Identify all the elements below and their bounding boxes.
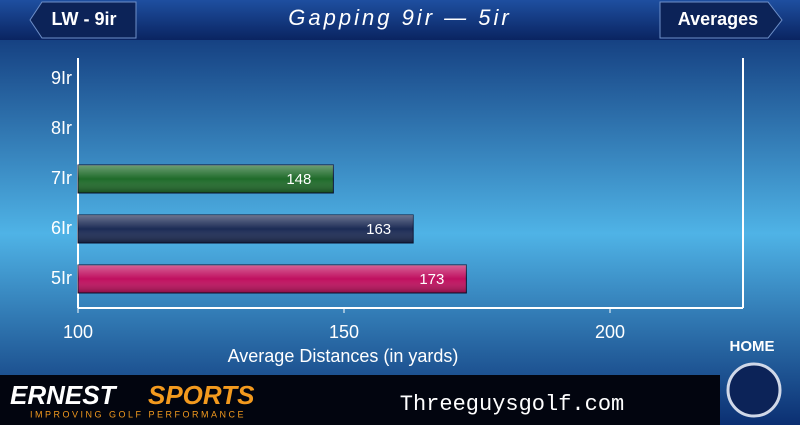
back-button[interactable]: LW - 9ir bbox=[51, 9, 116, 29]
home-button[interactable]: HOME bbox=[730, 338, 775, 355]
bar-shine bbox=[78, 165, 334, 193]
home-icon[interactable] bbox=[726, 362, 782, 418]
value-label: 148 bbox=[286, 171, 311, 188]
tagline: IMPROVING GOLF PERFORMANCE bbox=[30, 409, 246, 419]
bar-shine bbox=[78, 215, 414, 243]
value-label: 173 bbox=[419, 271, 444, 288]
x-tick-label: 150 bbox=[329, 322, 359, 342]
site: Threeguysgolf.com bbox=[400, 392, 624, 417]
bar-shine bbox=[78, 265, 467, 293]
y-tick-label: 9Ir bbox=[51, 68, 72, 88]
y-tick-label: 5Ir bbox=[51, 268, 72, 288]
footer bbox=[0, 375, 720, 425]
y-tick-label: 8Ir bbox=[51, 118, 72, 138]
value-label: 163 bbox=[366, 221, 391, 238]
x-tick-label: 100 bbox=[63, 322, 93, 342]
chart: 100 150 200 Average Distances (in yards) 9Ir… bbox=[51, 58, 744, 366]
brand-first: ERNEST bbox=[10, 380, 118, 410]
brand-second: SPORTS bbox=[148, 380, 255, 410]
mode-button-shape[interactable] bbox=[659, 1, 783, 39]
page-title: Gapping 9ir — 5ir bbox=[288, 5, 511, 30]
mode-button[interactable]: Averages bbox=[678, 9, 758, 29]
y-tick-label: 6Ir bbox=[51, 218, 72, 238]
back-button-shape[interactable] bbox=[29, 1, 137, 39]
y-tick-label: 7Ir bbox=[51, 168, 72, 188]
x-tick-label: 200 bbox=[595, 322, 625, 342]
x-axis-title: Average Distances (in yards) bbox=[228, 346, 459, 366]
